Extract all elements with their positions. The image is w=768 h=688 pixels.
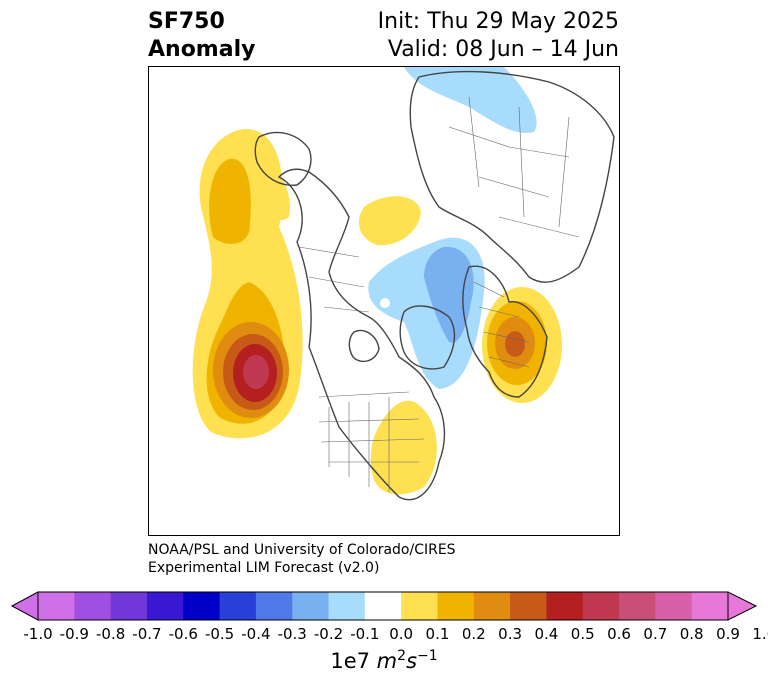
yukon-positive-anomaly: [259, 162, 290, 221]
colorbar-tick-label: 1.0: [752, 625, 768, 643]
colorbar-tick-label: -0.2: [313, 625, 344, 643]
colorbar-cell: [546, 592, 584, 620]
greenland-coast: [399, 305, 456, 370]
europe-coast: [462, 265, 548, 398]
notch: [149, 285, 155, 319]
colorbar-cell: [510, 592, 547, 620]
colorbar-cell: [219, 592, 257, 620]
colorbar-cell: [38, 592, 75, 620]
siberia-positive-anomaly: [358, 196, 421, 246]
map-panel: [148, 66, 620, 536]
contour-pos-0.2: [209, 158, 251, 244]
europe-positive-anomaly: [482, 287, 562, 403]
colorbar-cell: [328, 592, 366, 620]
valid-date: Valid: 08 Jun – 14 Jun: [387, 37, 619, 62]
colorbar-tick-label: -0.7: [132, 625, 162, 643]
contour-pos-0.1-us: [370, 400, 437, 495]
colorbar-tick-label: -0.5: [204, 625, 235, 643]
alaska-coast: [254, 131, 312, 186]
contour-neg-0.2: [424, 246, 474, 343]
hole: [380, 298, 390, 308]
north-negative-anomaly: [404, 67, 537, 133]
colorbar-tick-label: 0.7: [643, 625, 668, 643]
colorbar-tick-label: 0.8: [679, 625, 704, 643]
init-date: Init: Thu 29 May 2025: [377, 9, 619, 34]
colorbar-cell: [74, 592, 112, 620]
contour-pos-0.1-siberia: [358, 196, 421, 246]
colorbar-tick-label: -0.3: [277, 625, 307, 643]
colorbar-tick-label: 0.6: [607, 625, 631, 643]
colorbar-under-arrow: [10, 591, 39, 621]
credit-line-2: Experimental LIM Forecast (v2.0): [148, 560, 380, 576]
coastlines: [254, 70, 615, 501]
units-prefix: 1e7: [330, 649, 377, 673]
title-line-2: Anomaly: [148, 37, 256, 62]
colorbar-cell: [619, 592, 656, 620]
colorbar-cell: [183, 592, 221, 620]
colorbar-tick-label: 0.0: [389, 625, 414, 643]
canada-provinces: [298, 246, 370, 313]
colorbar-tick-label: 0.4: [534, 625, 559, 643]
pacific-positive-anomaly: [149, 128, 303, 439]
title-line-1: SF750: [148, 9, 225, 34]
units-m-exp: 2: [397, 648, 407, 664]
colorbar-outline: [37, 591, 729, 621]
colorbar-cell: [401, 592, 438, 620]
colorbar-tick-label: -0.4: [241, 625, 271, 643]
colorbar-tick-label: -0.6: [168, 625, 198, 643]
colorbar-cell: [437, 592, 475, 620]
colorbar-tick-label: 0.9: [716, 625, 740, 643]
colorbar-ticks: -1.0 -0.9 -0.8 -0.7 -0.6 -0.5 -0.4 -0.3 -0.2 -0.1…: [0, 625, 768, 647]
us-state-lines-1: [328, 397, 390, 492]
colorbar-cell: [364, 592, 402, 620]
colorbar-cell: [292, 592, 330, 620]
us-canada-border: [318, 391, 410, 398]
europe-borders: [473, 281, 530, 368]
colorbar-cell: [691, 592, 729, 620]
anomaly-map: [149, 67, 615, 501]
credit-line-1: NOAA/PSL and University of Colorado/CIRE…: [148, 542, 456, 558]
forecast-dates: Init: Thu 29 May 2025 Valid: 08 Jun – 14…: [378, 8, 619, 64]
colorbar-cells: [38, 592, 729, 620]
asia-borders-2: [468, 96, 570, 228]
colorbar-cell: [582, 592, 620, 620]
colorbar-cell: [255, 592, 293, 620]
colorbar-tick-label: 0.1: [425, 625, 450, 643]
us-positive-anomaly: [370, 400, 437, 495]
colorbar-tick-label: -0.1: [350, 625, 380, 643]
colorbar-tick-label: 0.2: [461, 625, 486, 643]
colorbar-tick-label: -0.8: [95, 625, 126, 643]
colorbar-cell: [146, 592, 184, 620]
colorbar-tick-label: 0.5: [570, 625, 595, 643]
colorbar-over-arrow: [727, 591, 758, 621]
colorbar-cell: [655, 592, 693, 620]
borders: [298, 96, 580, 492]
contour-pos-0.6: [243, 355, 269, 389]
hudson-bay: [348, 329, 380, 363]
credit: NOAA/PSL and University of Colorado/CIRE…: [148, 541, 456, 577]
units-m: m: [376, 649, 398, 673]
colorbar-tick-label: 0.3: [498, 625, 523, 643]
colorbar: [10, 591, 758, 621]
us-state-lines-2: [318, 418, 425, 463]
colorbar-cell: [110, 592, 148, 620]
arctic-negative-anomaly: [368, 237, 485, 389]
contour-pos-0.4-europe: [505, 331, 525, 357]
units-s: s: [406, 649, 418, 673]
colorbar-cell: [473, 592, 511, 620]
units-s-exp: −1: [417, 648, 438, 664]
colorbar-tick-label: -1.0: [23, 625, 53, 643]
colorbar-tick-label: -0.9: [59, 625, 89, 643]
north-america-coast: [277, 168, 446, 501]
asia-coast: [409, 70, 615, 283]
map-title: SF750 Anomaly: [148, 8, 255, 64]
colorbar-units: 1e7 m2s−1: [0, 648, 768, 673]
asia-borders-1: [448, 126, 580, 238]
